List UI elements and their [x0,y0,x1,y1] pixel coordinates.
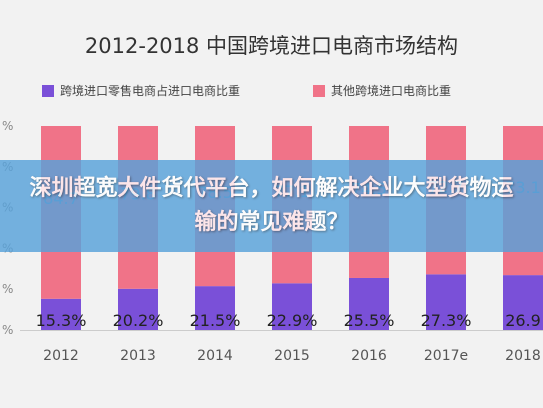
bar-segment-retail [272,283,312,330]
x-tick-label: 2014 [197,348,233,364]
x-tick-label: 2018 [505,348,541,364]
legend-label-other: 其他跨境进口电商比重 [331,84,452,98]
banner-headline: 深圳超宽大件货代平台，如何解决企业大型货物运输的常见难题？ [29,176,514,235]
data-label-retail: 21.5% [190,311,241,330]
legend-item-retail: 跨境进口零售电商占进口电商比重 [42,82,240,99]
bar-segment-retail [118,288,158,330]
x-tick-label: 2016 [351,348,387,364]
data-label-retail: 22.9% [267,311,318,330]
data-label-retail: 20.2% [113,311,164,330]
legend-item-other: 其他跨境进口电商比重 [313,82,451,99]
data-label-retail: 26.9 [505,311,541,330]
x-tick-label: 2013 [120,348,156,364]
legend-swatch-retail [42,84,54,97]
data-label-retail: 27.3% [421,311,472,330]
y-tick-label: % [2,282,13,296]
overlay-banner: 深圳超宽大件货代平台，如何解决企业大型货物运输的常见难题？ [0,160,543,252]
chart-title: 2012-2018 中国跨境进口电商市场结构 [84,34,459,58]
data-label-retail: 15.3% [36,311,87,330]
legend-swatch-other [313,84,325,97]
x-tick-label: 2012 [43,348,79,364]
bar-segment-retail [41,298,81,330]
bar-segment-retail [503,275,543,330]
y-tick-label: % [2,323,13,337]
legend-label-retail: 跨境进口零售电商占进口电商比重 [60,84,241,98]
data-label-retail: 25.5% [344,311,395,330]
x-tick-label: 2017e [424,348,468,364]
y-tick-label: % [2,119,13,133]
bar-segment-retail [349,277,389,330]
bar-segment-retail [195,286,235,330]
bar-segment-retail [426,274,466,330]
x-tick-label: 2015 [274,348,310,364]
